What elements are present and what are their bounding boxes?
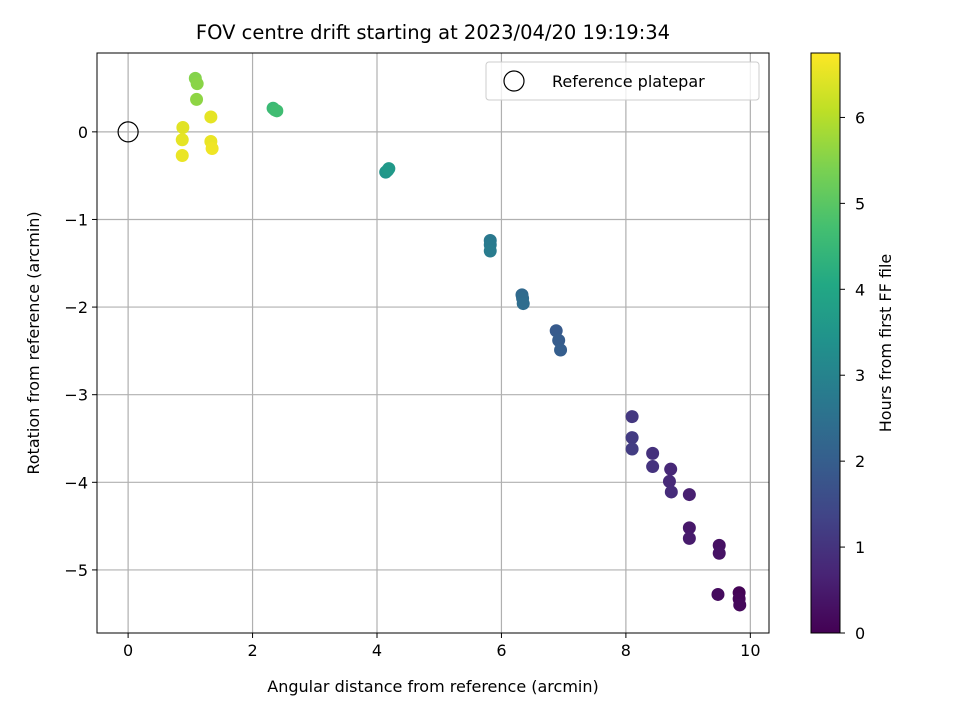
data-point [176,120,190,134]
colorbar-tick-label: 1 [855,538,865,557]
data-point [711,587,725,601]
legend-label: Reference platepar [552,72,705,91]
data-point [190,77,204,91]
data-point [664,485,678,499]
y-tick-label: −3 [64,386,88,405]
y-tick-label: 0 [78,123,88,142]
x-tick-label: 8 [621,641,631,660]
data-point [204,110,218,124]
y-axis-label: Rotation from reference (arcmin) [24,211,43,474]
data-point [483,244,497,258]
x-tick-label: 4 [372,641,382,660]
data-point [205,141,219,155]
legend: Reference platepar [485,61,760,101]
data-point [175,149,189,163]
colorbar-tick-label: 0 [855,624,865,643]
grid-lines [97,53,769,633]
data-point [554,343,568,357]
data-point [175,133,189,147]
y-tick-label: −5 [64,561,88,580]
data-point [682,531,696,545]
data-point [516,297,530,311]
y-tick-label: −2 [64,298,88,317]
scatter-series [117,71,747,612]
data-point [382,162,396,176]
data-point [552,333,566,347]
data-point [664,462,678,476]
legend-frame [485,61,760,101]
x-tick-label: 6 [496,641,506,660]
data-point [625,431,639,445]
x-tick-label: 2 [247,641,257,660]
data-point [625,410,639,424]
colorbar-gradient [810,52,841,634]
colorbar-tick-label: 2 [855,452,865,471]
data-point [682,521,696,535]
colorbar-tick-label: 3 [855,366,865,385]
data-point [646,446,660,460]
reference-platepar-marker [117,121,139,143]
colorbar: 0 1 2 3 4 5 6 Hours from first FF file [810,52,895,643]
plot-frame [96,52,770,634]
legend-marker [503,70,525,92]
axis-ticks: 0 2 4 6 8 10 0 −1 −2 −3 −4 −5 [64,123,760,660]
chart-title: FOV centre drift starting at 2023/04/20 … [196,21,670,44]
data-point [625,442,639,456]
data-point [712,546,726,560]
colorbar-ticks: 0 1 2 3 4 5 6 [840,108,865,643]
data-point [190,92,204,106]
y-tick-label: −1 [64,210,88,229]
data-point [733,598,747,612]
data-point [646,460,660,474]
x-tick-label: 10 [740,641,760,660]
colorbar-tick-label: 6 [855,108,865,127]
colorbar-label: Hours from first FF file [876,254,895,433]
colorbar-tick-label: 4 [855,280,865,299]
data-point [682,488,696,502]
x-axis-label: Angular distance from reference (arcmin) [267,677,598,696]
colorbar-tick-label: 5 [855,194,865,213]
x-tick-label: 0 [123,641,133,660]
data-point [270,104,284,118]
y-tick-label: −4 [64,473,88,492]
data-point [662,474,676,488]
